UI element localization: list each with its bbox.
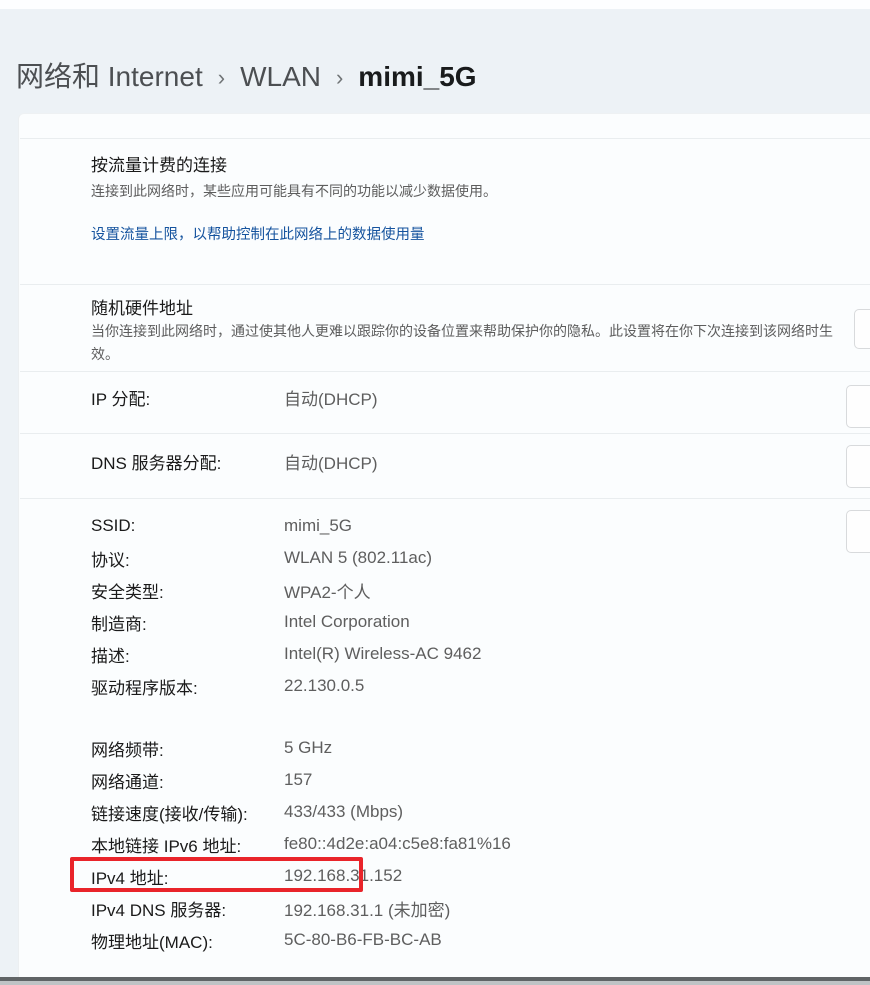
dns-assignment-value: 自动(DHCP) (284, 454, 378, 473)
ip-assignment-value: 自动(DHCP) (284, 390, 378, 409)
metered-connection-title: 按流量计费的连接 (91, 156, 227, 175)
property-label: SSID: (91, 516, 136, 535)
network-properties-group-1: SSID: mimi_5G 协议: WLAN 5 (802.11ac) 安全类型… (91, 510, 869, 702)
property-value: 433/433 (Mbps) (284, 802, 404, 821)
dns-assignment-row: DNS 服务器分配: 自动(DHCP) (91, 452, 378, 476)
property-row-driver-version: 驱动程序版本: 22.130.0.5 (91, 670, 869, 702)
breadcrumb: 网络和 Internet › WLAN › mimi_5G (16, 58, 477, 96)
property-value: 5 GHz (284, 738, 333, 757)
property-row-network-band: 网络频带: 5 GHz (91, 732, 869, 764)
property-row-ipv4-dns: IPv4 DNS 服务器: 192.168.31.1 (未加密) (91, 892, 869, 924)
network-properties-group-2: 网络频带: 5 GHz 网络通道: 157 链接速度(接收/传输): 433/4… (91, 732, 869, 956)
metered-connection-description: 连接到此网络时，某些应用可能具有不同的功能以减少数据使用。 (91, 183, 497, 199)
property-value: WLAN 5 (802.11ac) (284, 548, 433, 567)
divider (20, 138, 870, 139)
property-value: 192.168.31.1 (未加密) (284, 900, 451, 920)
chevron-right-icon: › (217, 65, 226, 90)
properties-copy-button[interactable] (846, 510, 870, 553)
divider (20, 498, 870, 499)
property-value: mimi_5G (284, 516, 353, 535)
breadcrumb-item-current-network: mimi_5G (358, 61, 477, 92)
property-row-manufacturer: 制造商: Intel Corporation (91, 606, 869, 638)
breadcrumb-item-network-internet[interactable]: 网络和 Internet (16, 61, 203, 92)
property-row-network-channel: 网络通道: 157 (91, 764, 869, 796)
breadcrumb-item-wlan[interactable]: WLAN (240, 61, 321, 92)
property-row-description: 描述: Intel(R) Wireless-AC 9462 (91, 638, 869, 670)
property-label: 协议: (91, 550, 130, 570)
property-label: 制造商: (91, 614, 147, 634)
property-value: 22.130.0.5 (284, 676, 365, 695)
property-label: 网络频带: (91, 740, 164, 760)
property-row-security-type: 安全类型: WPA2-个人 (91, 574, 869, 606)
property-value: fe80::4d2e:a04:c5e8:fa81%16 (284, 834, 511, 853)
property-label: 网络通道: (91, 772, 164, 792)
divider (20, 433, 870, 434)
random-hardware-address-description: 当你连接到此网络时，通过使其他人更难以跟踪你的设备位置来帮助保护你的隐私。此设置… (91, 323, 833, 362)
property-value: Intel(R) Wireless-AC 9462 (284, 644, 482, 663)
property-row-ipv6-address: 本地链接 IPv6 地址: fe80::4d2e:a04:c5e8:fa81%1… (91, 828, 869, 860)
property-value: 157 (284, 770, 313, 789)
property-label: 物理地址(MAC): (91, 932, 213, 952)
ip-assignment-label: IP 分配: (91, 390, 151, 409)
random-hardware-address-dropdown[interactable] (854, 309, 870, 349)
window-bottom-edge-shadow (0, 981, 870, 985)
property-row-mac-address: 物理地址(MAC): 5C-80-B6-FB-BC-AB (91, 924, 869, 956)
divider (20, 371, 870, 372)
window-bottom-edge (0, 977, 870, 981)
chevron-right-icon: › (335, 65, 344, 90)
dns-assignment-edit-button[interactable] (846, 445, 870, 488)
random-hardware-address-title: 随机硬件地址 (91, 299, 193, 318)
property-value: 5C-80-B6-FB-BC-AB (284, 930, 442, 949)
property-label: 链接速度(接收/传输): (91, 804, 248, 824)
property-label: 本地链接 IPv6 地址: (91, 836, 242, 856)
property-row-protocol: 协议: WLAN 5 (802.11ac) (91, 542, 869, 574)
ip-assignment-row: IP 分配: 自动(DHCP) (91, 388, 378, 412)
property-row-ssid: SSID: mimi_5G (91, 510, 869, 542)
property-row-link-speed: 链接速度(接收/传输): 433/433 (Mbps) (91, 796, 869, 828)
property-label: 安全类型: (91, 582, 164, 602)
property-label: 描述: (91, 646, 130, 666)
dns-assignment-label: DNS 服务器分配: (91, 454, 222, 473)
window-top-strip (0, 0, 870, 9)
property-value: Intel Corporation (284, 612, 410, 631)
set-data-limit-link[interactable]: 设置流量上限，以帮助控制在此网络上的数据使用量 (91, 227, 425, 243)
property-value: WPA2-个人 (284, 582, 371, 602)
ip-assignment-edit-button[interactable] (846, 385, 870, 428)
property-row-ipv4-address: IPv4 地址: 192.168.31.152 (91, 860, 869, 892)
settings-card: 按流量计费的连接 连接到此网络时，某些应用可能具有不同的功能以减少数据使用。 设… (18, 113, 870, 978)
property-label: IPv4 DNS 服务器: (91, 900, 227, 920)
property-label: IPv4 地址: (91, 868, 169, 888)
divider (20, 284, 870, 285)
property-value: 192.168.31.152 (284, 866, 403, 885)
property-label: 驱动程序版本: (91, 678, 198, 698)
